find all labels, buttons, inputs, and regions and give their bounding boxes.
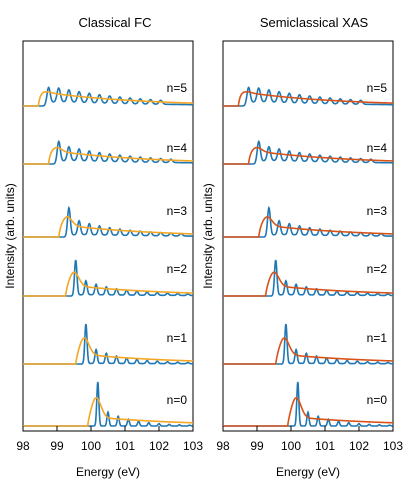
trace-label-n2: n=2 [367,262,388,276]
trace-label-n5: n=5 [167,81,188,95]
series-n2-classical [23,271,194,297]
xticks-classical: 98 99 100 101 102 103 [16,426,203,453]
xticks-semiclassical: 98 99 100 101 102 103 [216,426,403,453]
trace-group-classical: n=5 n=4 n=3 n=2 n=1 n=0 [23,81,194,427]
series-n0-classical [23,396,194,427]
series-n4-semiclassical [223,146,394,165]
trace-group-semiclassical: n=5 n=4 n=3 n=2 n=1 n=0 [223,81,394,427]
series-n1-semiclassical [223,337,394,365]
series-n5-semiclassical [223,90,394,107]
trace-label-n1: n=1 [367,331,388,345]
series-n2-semiclassical [223,271,394,297]
xtick-label: 99 [250,439,264,453]
series-n3-classical [23,216,194,238]
xtick-label: 103 [383,439,403,453]
series-n3-semiclassical [223,216,394,238]
series-n5-classical [23,90,194,107]
trace-label-n0: n=0 [367,393,388,407]
xlabel-semiclassical: Energy (eV) [276,465,340,479]
trace-label-n4: n=4 [367,141,388,155]
xtick-label: 98 [216,439,230,453]
trace-label-n5: n=5 [367,81,388,95]
trace-label-n3: n=3 [367,204,388,218]
series-n1-classical [23,337,194,365]
xtick-label: 98 [16,439,30,453]
xtick-label: 101 [315,439,335,453]
xtick-label: 99 [50,439,64,453]
series-n4-classical [23,146,194,165]
panel-title-semiclassical: Semiclassical XAS [260,15,369,30]
trace-label-n2: n=2 [167,262,188,276]
trace-label-n0: n=0 [167,393,188,407]
xtick-label: 101 [115,439,135,453]
trace-label-n4: n=4 [167,141,188,155]
xtick-label: 100 [81,439,101,453]
xtick-label: 102 [149,439,169,453]
trace-label-n1: n=1 [167,331,188,345]
trace-label-n3: n=3 [167,204,188,218]
xlabel-classical: Energy (eV) [76,465,140,479]
ylabel-semiclassical: Intensity (arb. units) [201,183,215,288]
panel-title-classical: Classical FC [79,15,152,30]
xtick-label: 100 [281,439,301,453]
ylabel-classical: Intensity (arb. units) [3,183,17,288]
xtick-label: 103 [183,439,203,453]
xtick-label: 102 [349,439,369,453]
series-n0-semiclassical [223,396,394,427]
